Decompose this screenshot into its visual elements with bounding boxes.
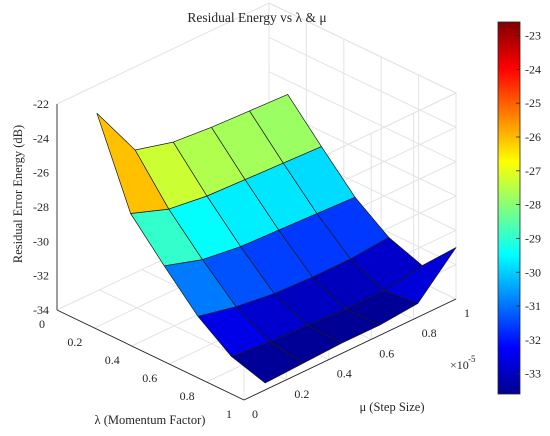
y-exponent-power: -5 (468, 354, 476, 364)
grid-line (56, 2, 270, 105)
surface-facet (96, 112, 170, 214)
x-tick-label: 0.8 (180, 389, 195, 403)
z-tick-label: -34 (33, 303, 49, 317)
y-tick-label: 0.8 (422, 326, 437, 340)
colorbar-tick-label: -26 (525, 130, 541, 144)
z-axis-label: Residual Error Energy (dB) (11, 125, 25, 263)
z-tick-label: -22 (33, 97, 49, 111)
colorbar: -23 -24 -25 -26 -27 -28 -29 -30 -31 -32 -33 (497, 21, 541, 395)
colorbar-tick-label: -29 (525, 231, 541, 245)
z-tick-label: -24 (33, 131, 49, 145)
x-tick-label: 0.6 (142, 371, 157, 385)
chart-title: Residual Energy vs λ & μ (187, 10, 326, 25)
x-tick-label: 0.2 (67, 335, 82, 349)
grid-line (268, 2, 457, 94)
axis-line (243, 298, 457, 401)
colorbar-tick-label: -33 (525, 367, 541, 381)
y-tick-label: 1 (464, 306, 470, 320)
colorbar-tick-label: -31 (525, 299, 541, 313)
z-tick-label: -30 (33, 234, 49, 248)
colorbar-tick-label: -25 (525, 96, 541, 110)
colorbar-tick-label: -30 (525, 265, 541, 279)
x-tick-label: 0 (39, 317, 45, 331)
tick-labels: -34 -32 -30 -28 -26 -24 -22 0 0.2 0.4 0.6 0.8 1 0 0.2 0… (33, 97, 470, 421)
colorbar-tick-label: -28 (525, 198, 541, 212)
colorbar-ticks: -23 -24 -25 -26 -27 -28 -29 -30 -31 -32 -33 (516, 29, 541, 381)
axes-lines (56, 104, 457, 401)
y-exponent-base: ×10 (450, 358, 469, 372)
y-axis-label: μ (Step Size) (359, 400, 424, 414)
y-tick-label: 0.6 (379, 346, 394, 360)
x-tick-label: 0.4 (105, 353, 120, 367)
y-tick-label: 0 (252, 407, 258, 421)
x-axis-label: λ (Momentum Factor) (95, 413, 206, 427)
colorbar-tick-label: -32 (525, 333, 541, 347)
colorbar-gradient (497, 21, 521, 395)
colorbar-tick-label: -27 (525, 164, 541, 178)
y-tick-label: 0.4 (337, 367, 352, 381)
y-tick-label: 0.2 (294, 387, 309, 401)
x-tick-label: 1 (226, 407, 232, 421)
z-tick-label: -28 (33, 200, 49, 214)
axis-line (56, 309, 245, 401)
colorbar-tick-label: -23 (525, 29, 541, 43)
z-tick-label: -26 (33, 166, 49, 180)
y-axis-exponent: ×10 -5 (450, 354, 476, 372)
z-tick-label: -32 (33, 269, 49, 283)
colorbar-tick-label: -24 (525, 62, 541, 76)
surface (96, 94, 457, 384)
